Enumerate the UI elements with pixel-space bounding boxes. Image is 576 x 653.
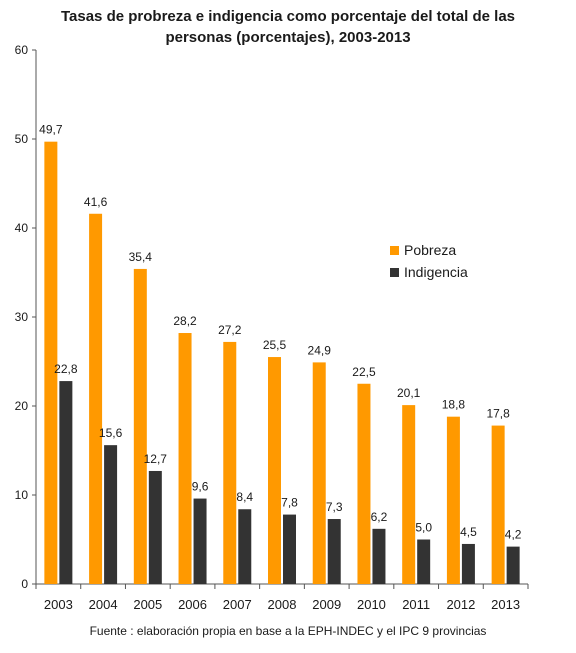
- data-label-indigencia: 4,5: [460, 525, 477, 539]
- bar-indigencia: [327, 519, 341, 584]
- data-label-pobreza: 27,2: [218, 323, 242, 337]
- data-label-indigencia: 15,6: [99, 426, 123, 440]
- data-label-indigencia: 12,7: [144, 452, 168, 466]
- bar-indigencia: [461, 543, 475, 584]
- bar-pobreza: [223, 341, 237, 584]
- data-label-pobreza: 17,8: [486, 407, 510, 421]
- source-note: Fuente : elaboración propia en base a la…: [89, 624, 487, 638]
- data-label-pobreza: 28,2: [173, 314, 197, 328]
- bar-indigencia: [372, 528, 386, 584]
- y-tick-label: 0: [21, 577, 28, 591]
- data-label-pobreza: 18,8: [442, 398, 466, 412]
- data-label-pobreza: 35,4: [129, 250, 153, 264]
- legend-label-pobreza: Pobreza: [404, 242, 456, 258]
- bar-indigencia: [104, 445, 118, 584]
- x-tick-label: 2003: [44, 597, 73, 612]
- x-tick-label: 2008: [268, 597, 297, 612]
- data-label-pobreza: 25,5: [263, 338, 287, 352]
- bar-pobreza: [312, 362, 326, 584]
- y-tick-label: 50: [15, 132, 29, 146]
- data-label-pobreza: 41,6: [84, 195, 108, 209]
- bar-indigencia: [417, 539, 431, 584]
- legend-label-indigencia: Indigencia: [404, 264, 468, 280]
- data-label-indigencia: 8,4: [236, 490, 253, 504]
- bar-indigencia: [506, 546, 520, 584]
- bar-pobreza: [446, 416, 460, 584]
- legend-swatch-indigencia: [390, 268, 399, 277]
- bar-indigencia: [283, 514, 296, 584]
- data-label-indigencia: 7,8: [281, 496, 298, 510]
- chart-title-line-2: personas (porcentajes), 2003-2013: [165, 29, 411, 46]
- x-tick-label: 2012: [446, 597, 475, 612]
- bar-pobreza: [89, 213, 103, 584]
- y-tick-label: 10: [15, 488, 29, 502]
- data-label-indigencia: 7,3: [326, 500, 343, 514]
- data-label-pobreza: 24,9: [308, 343, 332, 357]
- data-label-pobreza: 49,7: [39, 123, 63, 137]
- y-tick-label: 20: [15, 399, 29, 413]
- bar-pobreza: [491, 425, 505, 584]
- x-tick-label: 2007: [223, 597, 252, 612]
- legend-swatch-pobreza: [390, 246, 399, 255]
- bar-pobreza: [178, 333, 192, 584]
- chart-title-line-1: Tasas de probreza e indigencia como porc…: [60, 8, 516, 25]
- chart-title: Tasas de probreza e indigencia como porc…: [0, 6, 576, 48]
- data-label-indigencia: 6,2: [371, 510, 388, 524]
- y-tick-label: 60: [15, 43, 29, 57]
- data-label-indigencia: 5,0: [415, 521, 432, 535]
- data-label-pobreza: 22,5: [352, 365, 376, 379]
- bar-pobreza: [44, 141, 58, 585]
- y-tick-label: 40: [15, 221, 29, 235]
- data-label-pobreza: 20,1: [397, 386, 421, 400]
- x-tick-label: 2013: [491, 597, 520, 612]
- bar-indigencia: [193, 498, 207, 584]
- bar-pobreza: [268, 357, 281, 584]
- x-tick-label: 2009: [312, 597, 341, 612]
- x-tick-label: 2005: [133, 597, 162, 612]
- data-label-indigencia: 4,2: [505, 528, 522, 542]
- x-tick-label: 2010: [357, 597, 386, 612]
- x-tick-label: 2011: [402, 597, 430, 612]
- x-tick-label: 2006: [178, 597, 207, 612]
- bar-pobreza: [402, 405, 416, 584]
- y-tick-label: 30: [15, 310, 29, 324]
- bar-pobreza: [357, 383, 371, 584]
- data-label-indigencia: 22,8: [54, 362, 78, 376]
- bar-pobreza: [133, 268, 147, 584]
- data-label-indigencia: 9,6: [192, 480, 209, 494]
- bar-indigencia: [148, 470, 162, 584]
- bar-indigencia: [238, 509, 252, 584]
- bar-indigencia: [59, 381, 73, 584]
- x-tick-label: 2004: [89, 597, 118, 612]
